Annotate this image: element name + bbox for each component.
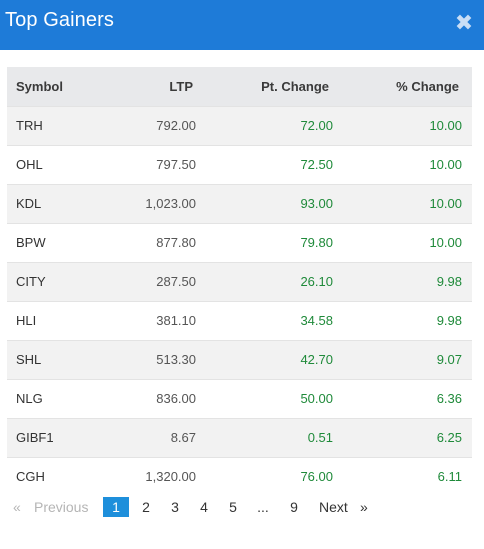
ltp-cell: 287.50: [156, 274, 196, 289]
ltp-cell: 8.67: [170, 430, 196, 445]
table-row[interactable]: CITY 287.50 26.10 9.98: [7, 262, 472, 301]
symbol-cell[interactable]: HLI: [16, 313, 37, 328]
pt-change-cell: 79.80: [300, 235, 333, 250]
last-page-icon[interactable]: »: [360, 499, 368, 515]
pct-change-cell: 10.00: [429, 235, 462, 250]
next-page-button[interactable]: Next: [319, 499, 348, 515]
table-row[interactable]: OHL 797.50 72.50 10.00: [7, 145, 472, 184]
pct-change-cell: 6.11: [437, 469, 462, 485]
page-button-2[interactable]: 2: [142, 499, 150, 515]
pagination: « Previous 1 2 3 4 5 ... 9 Next »: [0, 497, 484, 517]
first-page-icon: «: [13, 499, 21, 515]
ltp-cell: 1,320.00: [145, 469, 196, 485]
close-icon[interactable]: ✖: [454, 10, 474, 35]
pt-change-cell: 72.50: [300, 157, 333, 172]
modal-header: Top Gainers ✖: [0, 0, 484, 50]
symbol-cell[interactable]: OHL: [16, 157, 43, 172]
column-header-pt-change[interactable]: Pt. Change: [261, 78, 329, 94]
pct-change-cell: 9.98: [436, 313, 462, 328]
pt-change-cell: 50.00: [300, 391, 333, 406]
symbol-cell[interactable]: CITY: [16, 274, 46, 289]
table-row[interactable]: CGH 1,320.00 76.00 6.11: [7, 457, 472, 496]
top-gainers-table-container: Symbol LTP Pt. Change % Change TRH 792.00…: [7, 67, 472, 496]
column-header-pct-change[interactable]: % Change: [396, 78, 459, 94]
page-button-5[interactable]: 5: [229, 499, 237, 515]
top-gainers-table: Symbol LTP Pt. Change % Change TRH 792.00…: [7, 67, 472, 496]
table-row[interactable]: TRH 792.00 72.00 10.00: [7, 106, 472, 145]
symbol-cell[interactable]: SHL: [16, 352, 42, 367]
table-row[interactable]: GIBF1 8.67 0.51 6.25: [7, 418, 472, 457]
pt-change-cell: 76.00: [300, 469, 333, 485]
page-button-1[interactable]: 1: [103, 497, 129, 517]
pt-change-cell: 0.51: [307, 430, 333, 445]
symbol-cell[interactable]: BPW: [16, 235, 46, 250]
page-button-9[interactable]: 9: [290, 499, 298, 515]
table-row[interactable]: KDL 1,023.00 93.00 10.00: [7, 184, 472, 223]
pagination-ellipsis: ...: [257, 499, 269, 515]
table-header-row: Symbol LTP Pt. Change % Change: [7, 67, 472, 106]
column-header-ltp[interactable]: LTP: [169, 78, 193, 94]
pct-change-cell: 9.07: [436, 352, 462, 367]
table-row[interactable]: HLI 381.10 34.58 9.98: [7, 301, 472, 340]
ltp-cell: 792.00: [156, 118, 196, 133]
ltp-cell: 836.00: [156, 391, 196, 406]
pct-change-cell: 10.00: [429, 157, 462, 172]
symbol-cell[interactable]: KDL: [16, 196, 42, 211]
pct-change-cell: 10.00: [429, 196, 462, 211]
ltp-cell: 513.30: [156, 352, 196, 367]
pt-change-cell: 72.00: [300, 118, 333, 133]
ltp-cell: 1,023.00: [145, 196, 196, 211]
table-row[interactable]: BPW 877.80 79.80 10.00: [7, 223, 472, 262]
ltp-cell: 877.80: [156, 235, 196, 250]
symbol-cell[interactable]: CGH: [16, 469, 45, 485]
pt-change-cell: 34.58: [300, 313, 333, 328]
page-button-4[interactable]: 4: [200, 499, 208, 515]
previous-page-button: Previous: [34, 499, 89, 515]
symbol-cell[interactable]: TRH: [16, 118, 43, 133]
pt-change-cell: 42.70: [300, 352, 333, 367]
symbol-cell[interactable]: NLG: [16, 391, 43, 406]
pct-change-cell: 6.36: [436, 391, 462, 406]
pt-change-cell: 93.00: [300, 196, 333, 211]
ltp-cell: 797.50: [156, 157, 196, 172]
pct-change-cell: 6.25: [436, 430, 462, 445]
pt-change-cell: 26.10: [300, 274, 333, 289]
table-row[interactable]: SHL 513.30 42.70 9.07: [7, 340, 472, 379]
ltp-cell: 381.10: [156, 313, 196, 328]
table-row[interactable]: NLG 836.00 50.00 6.36: [7, 379, 472, 418]
pct-change-cell: 9.98: [436, 274, 462, 289]
symbol-cell[interactable]: GIBF1: [16, 430, 54, 445]
page-button-3[interactable]: 3: [171, 499, 179, 515]
column-header-symbol[interactable]: Symbol: [16, 78, 63, 94]
modal-title: Top Gainers: [5, 9, 114, 31]
pct-change-cell: 10.00: [429, 118, 462, 133]
